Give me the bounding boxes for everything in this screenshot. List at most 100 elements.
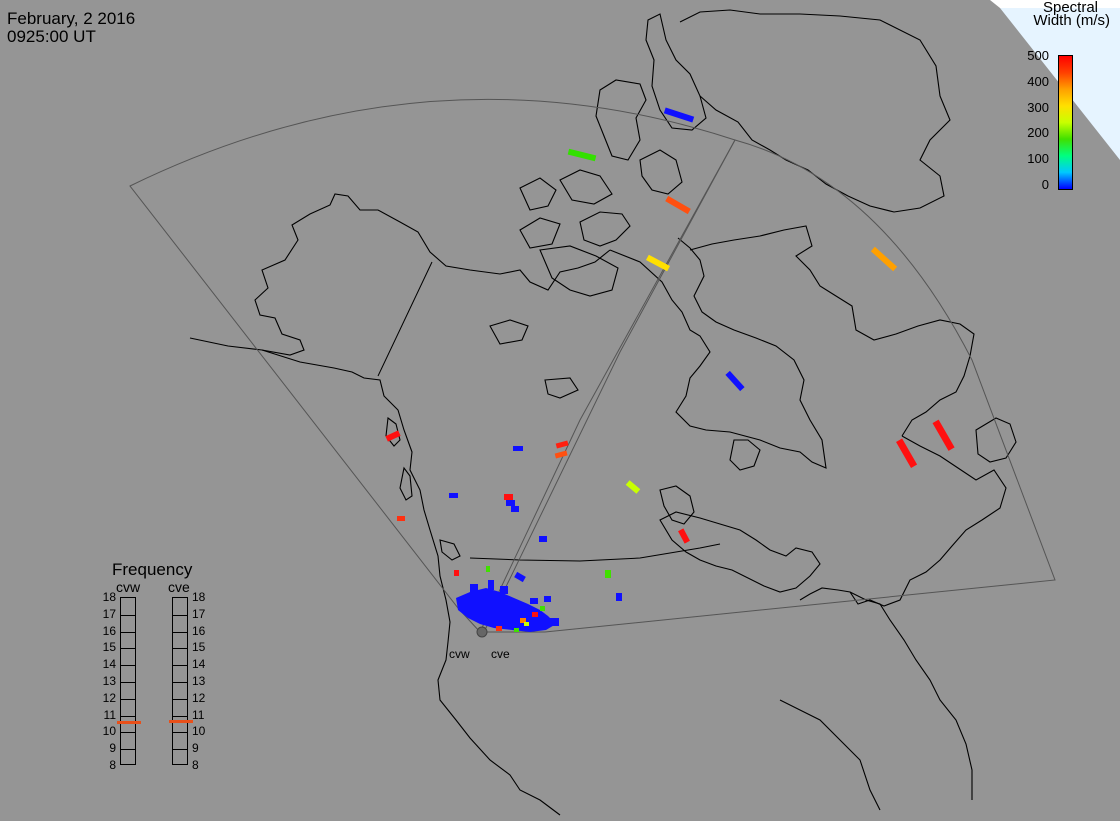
coast-gulf [779,699,881,811]
coastlines [189,9,1017,816]
frequency-gridline [121,665,135,667]
frequency-gridline [121,698,135,700]
frequency-column-cvw [117,597,141,765]
cell [520,618,526,623]
coast-islands-bc [385,416,461,561]
cell [625,480,641,494]
borders [377,261,721,562]
frequency-gridline [173,614,187,616]
fov-cvw [129,98,736,633]
frequency-tick: 17 [102,606,116,621]
frequency-tick: 12 [102,690,116,705]
cell [470,584,478,592]
data-cells [385,107,955,632]
date-label: February, 2 2016 [7,9,136,28]
coast-greenland [679,9,951,213]
cell [532,612,538,617]
frequency-gridline [173,749,187,751]
coast-bc [261,349,561,816]
coast-arctic-8 [639,149,683,195]
cell [524,622,529,626]
cell [530,598,538,604]
cell [896,438,918,468]
cell [397,516,405,521]
coast-arctic-7 [519,177,557,211]
frequency-tick: 17 [192,606,206,621]
cell [544,596,551,602]
cell [385,430,401,442]
frequency-tick: 13 [192,674,206,688]
colorbar-gradient [1058,55,1073,190]
coast-alaska [189,193,611,356]
cell [454,570,459,576]
cell [514,628,519,632]
colorbar-tick: 0 [1041,177,1049,192]
frequency-tick: 10 [192,724,206,739]
coast-south-hudson [729,439,761,471]
cell-cluster [456,588,556,632]
frequency-gridline [121,715,135,717]
cell [449,493,458,498]
frequency-gridline [173,631,187,633]
coast-arctic-4 [595,79,647,161]
cell [932,419,955,451]
colorbar-title-line1: Spectral [1042,0,1098,16]
cell [616,593,622,601]
coast-arctic-2 [519,217,561,249]
frequency-tick: 14 [102,657,116,672]
coast-arctic-6 [645,13,707,131]
fields-of-view [129,98,1056,633]
frequency-gridline [173,715,187,717]
radar-site-cvw [476,626,488,638]
cell [540,606,545,611]
frequency-tick: 15 [102,640,116,655]
cell [567,148,597,162]
time-label: 0925:00 UT [7,27,96,46]
colorbar-tick: 100 [1027,151,1049,167]
cell [496,626,502,631]
coast-east-us [849,591,973,800]
frequency-tick: 16 [102,623,116,638]
cell [870,246,898,272]
corner-region-edge [990,0,1120,8]
cell [500,586,508,594]
cell [506,500,515,506]
coast-baffin [689,225,975,437]
coast-arctic-9 [489,319,529,345]
frequency-gridline [121,732,135,734]
frequency-gridline [121,749,135,751]
cell [513,446,523,451]
cell [554,450,568,459]
frequency-gridline [173,665,187,667]
cell [725,370,745,392]
frequency-tick: 9 [109,741,116,756]
border-us-canada [469,543,721,562]
coast-mainland-north [609,237,827,469]
frequency-tick: 11 [192,707,205,722]
colorbar-tick: 400 [1027,73,1049,89]
coast-arctic-1 [579,211,631,247]
frequency-tick: 12 [192,690,206,705]
coast-arctic-10 [544,377,579,399]
frequency-tick: 9 [192,741,199,756]
frequency-gridline [173,682,187,683]
colorbar-tick: 300 [1027,99,1049,115]
frequency-tick: 18 [102,590,116,604]
frequency-gridline [173,698,187,700]
cell [488,580,494,590]
cell [514,571,526,583]
cell [663,107,695,123]
frequency-tick: 16 [192,623,206,638]
frequency-marker [117,721,141,725]
frequency-gridline [173,648,187,650]
fov-cve [483,139,1056,633]
frequency-gridline [121,631,135,633]
cell [645,254,671,272]
frequency-marker [169,719,193,723]
frequency-gridline [121,648,135,650]
colorbar-tick: 500 [1027,48,1049,63]
radar-label-cve: cve [491,647,510,661]
coast-labrador [799,435,1007,607]
